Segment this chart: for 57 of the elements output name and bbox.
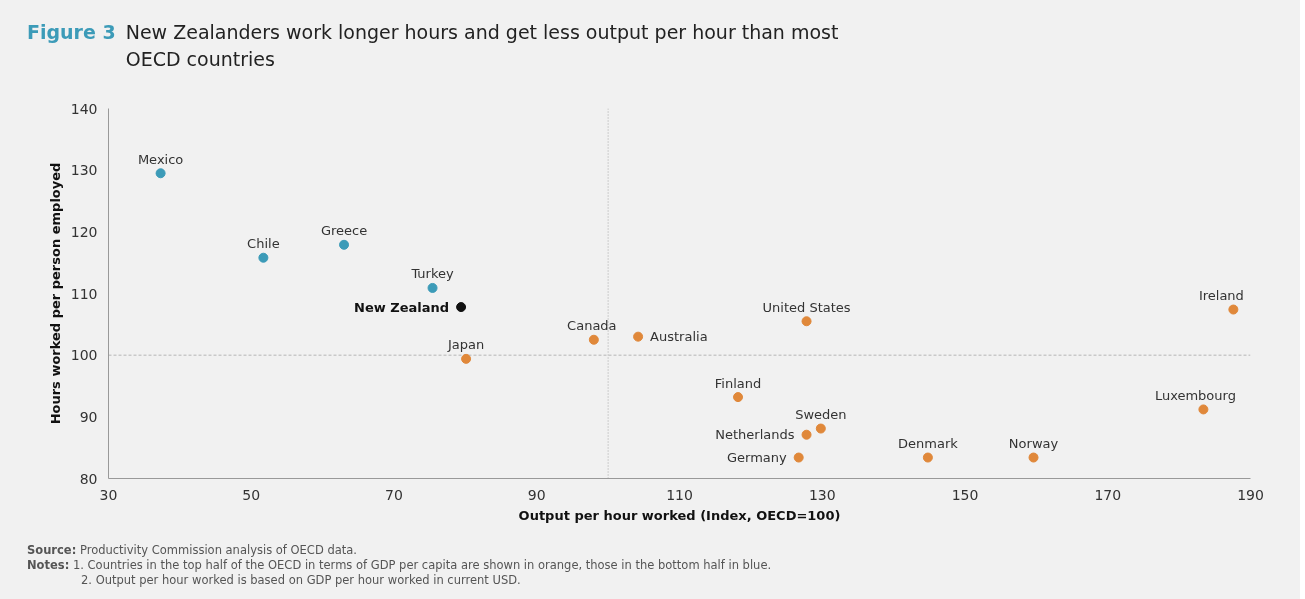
annotation: Chile bbox=[247, 236, 280, 252]
point bbox=[1228, 304, 1239, 315]
point bbox=[588, 334, 599, 345]
point bbox=[801, 429, 812, 440]
annotation: United States bbox=[762, 299, 851, 315]
point bbox=[461, 353, 472, 364]
x-tick-label: 50 bbox=[242, 486, 261, 503]
annotation: Germany bbox=[726, 450, 787, 466]
annotation: Netherlands bbox=[715, 427, 795, 443]
source-note: Source: Productivity Commission analysis of OECD data. bbox=[27, 543, 358, 558]
point bbox=[155, 168, 166, 179]
annotation: Mexico bbox=[137, 151, 184, 167]
annotation: Luxembourg bbox=[1154, 387, 1236, 403]
annotation: Norway bbox=[1008, 436, 1059, 452]
point bbox=[456, 302, 467, 313]
point bbox=[1028, 452, 1039, 463]
chart-title: New Zealanders work longer hours and get less output per hour than most OECD countries bbox=[125, 20, 840, 73]
point bbox=[801, 316, 812, 327]
annotation: Ireland bbox=[1198, 288, 1244, 304]
x-tick-label: 70 bbox=[385, 486, 403, 503]
point bbox=[922, 452, 933, 463]
y-tick-label: 100 bbox=[70, 347, 98, 364]
annotation: Japan bbox=[446, 337, 485, 353]
x-tick-label: 30 bbox=[99, 486, 118, 503]
y-tick-label: 80 bbox=[79, 470, 98, 487]
text: 2. Output per hour worked is based on GDP per hour worked in current USD. bbox=[80, 573, 522, 588]
annotation: Australia bbox=[650, 329, 708, 345]
point bbox=[1198, 404, 1209, 415]
y-tick-label: 140 bbox=[70, 100, 98, 117]
annotation: Turkey bbox=[410, 266, 454, 282]
x-tick-label: 110 bbox=[666, 486, 693, 503]
point bbox=[793, 452, 804, 463]
caption: Figure 3 bbox=[27, 20, 116, 45]
point bbox=[427, 282, 438, 293]
annotation: Finland bbox=[714, 375, 762, 391]
point bbox=[258, 252, 269, 263]
x-tick-label: 170 bbox=[1094, 486, 1122, 503]
annotation: Canada bbox=[567, 318, 617, 334]
point bbox=[633, 331, 644, 342]
x-tick-label: 150 bbox=[951, 486, 979, 503]
y-tick-label: 120 bbox=[70, 223, 98, 240]
x-tick-label: 90 bbox=[527, 486, 546, 503]
y-tick-label: 90 bbox=[79, 408, 98, 425]
annotation: Denmark bbox=[898, 436, 959, 452]
annotation: New Zealand bbox=[354, 299, 450, 315]
text: Notes: 1. Countries in the top half of the OECD in terms of GDP per capita are shown in orange, those in the bottom half in blue. bbox=[27, 558, 772, 573]
x-tick-label: 130 bbox=[808, 486, 836, 503]
annotation: Greece bbox=[320, 223, 368, 239]
point bbox=[815, 423, 826, 434]
y-tick-label: 130 bbox=[70, 162, 98, 179]
annotation: Sweden bbox=[795, 407, 847, 423]
x-tick-label: 190 bbox=[1237, 486, 1264, 503]
y-axis-title: Hours worked per person employed bbox=[47, 162, 63, 425]
point bbox=[339, 239, 350, 250]
point bbox=[733, 392, 744, 403]
x-axis-title: Output per hour worked (Index, OECD=100) bbox=[518, 507, 841, 523]
y-tick-label: 110 bbox=[70, 285, 98, 302]
